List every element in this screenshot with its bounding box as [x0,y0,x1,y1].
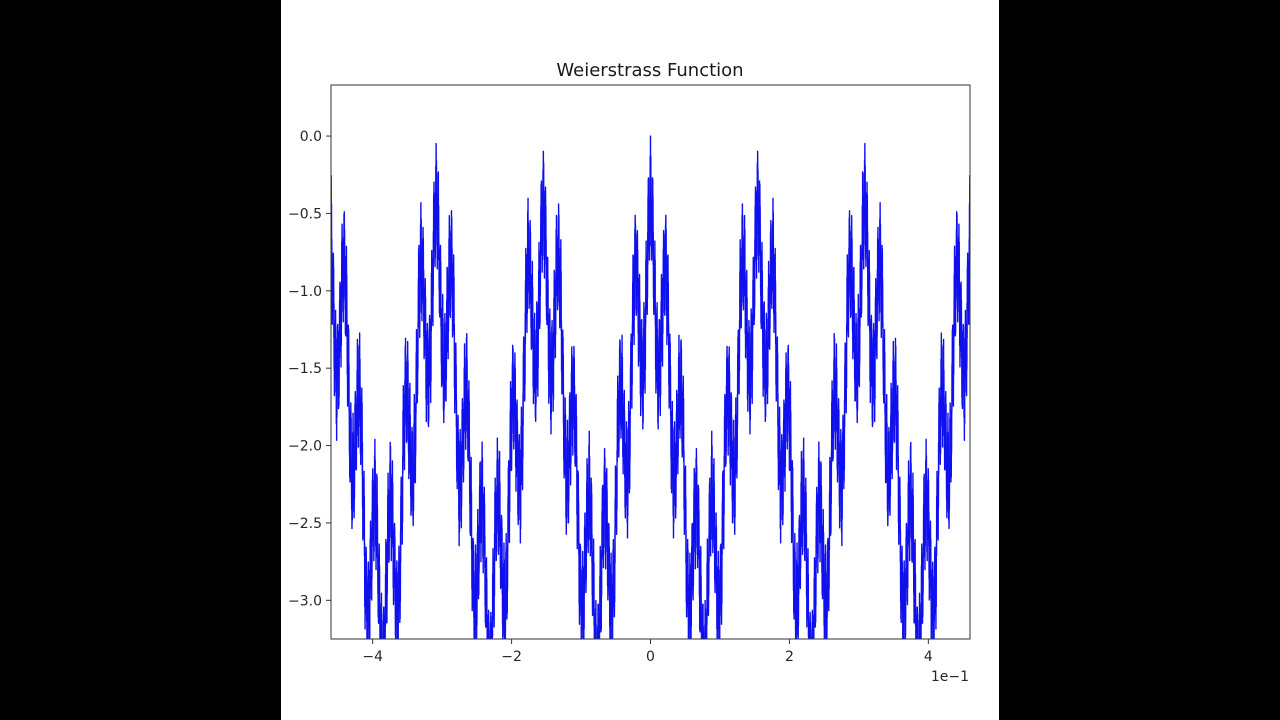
y-tick-label: −2.5 [288,516,322,532]
x-tick-label: 2 [785,649,794,665]
y-tick-label: −0.5 [288,206,322,222]
y-tick-label: −1.5 [288,361,322,377]
y-axis-ticks: 0.0 −0.5 −1.0 −1.5 −2.0 −2.5 −3.0 [288,129,331,609]
x-axis-ticks: −4 −2 0 2 4 [362,639,933,665]
x-tick-label: −4 [362,649,383,665]
weierstrass-chart: Weierstrass Function −4 −2 0 2 4 0.0 −0.5 −1.0… [288,60,971,685]
x-tick-label: −2 [501,649,522,665]
y-tick-label: −3.0 [288,593,322,609]
x-tick-label: 4 [924,649,933,665]
x-axis-offset-label: 1e−1 [931,669,969,685]
weierstrass-series-line [331,135,970,639]
chart-figure: Weierstrass Function −4 −2 0 2 4 0.0 −0.5 −1.0… [281,0,999,720]
x-tick-label: 0 [646,649,655,665]
series-layer [331,135,970,639]
chart-title: Weierstrass Function [556,60,743,81]
y-tick-label: −2.0 [288,439,322,455]
y-tick-label: −1.0 [288,284,322,300]
y-tick-label: 0.0 [300,129,322,145]
